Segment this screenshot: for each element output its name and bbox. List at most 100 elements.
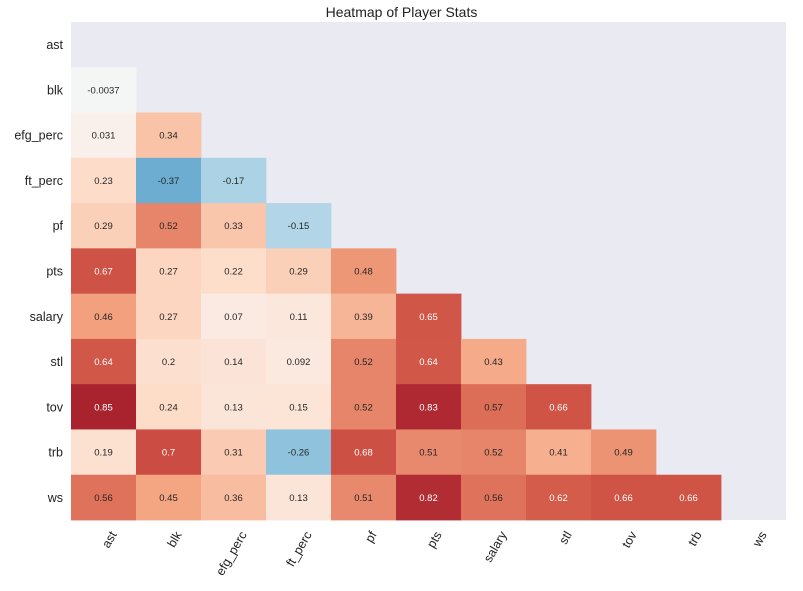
cell-value-pts-blk: 0.27	[159, 267, 178, 278]
cell-value-pf-ft_perc: -0.15	[288, 221, 310, 232]
heatmap-cell-tov-ast	[71, 384, 137, 430]
cell-value-trb-tov: 0.49	[614, 448, 633, 459]
cell-value-ws-stl: 0.62	[549, 493, 568, 504]
x-tick-label-ws: ws	[749, 529, 769, 550]
y-tick-label-efg_perc: efg_perc	[14, 129, 63, 143]
heatmap-cell-stl-blk	[136, 338, 202, 385]
cell-value-blk-ast: -0.0037	[87, 85, 119, 96]
chart-title: Heatmap of Player Stats	[325, 4, 478, 20]
heatmap-cell-trb-ast	[71, 429, 137, 476]
cell-value-ws-efg_perc: 0.36	[224, 493, 243, 504]
heatmap-cell-ws-trb	[656, 474, 722, 521]
heatmap-cell-pf-efg_perc	[201, 203, 267, 249]
heatmap-cell-pf-blk	[136, 203, 202, 249]
cell-value-trb-efg_perc: 0.31	[224, 448, 243, 459]
cell-value-trb-pf: 0.68	[354, 448, 373, 459]
heatmap-cell-tov-efg_perc	[201, 384, 267, 430]
heatmap-cell-ws-blk	[136, 474, 202, 521]
y-tick-label-ast: ast	[46, 38, 63, 52]
x-tick-label-blk: blk	[165, 528, 185, 549]
x-tick-labels: ast blk efg_perc ft_perc pf pts salary stl tov tr…	[99, 528, 769, 578]
heatmap-cell-ws-stl	[526, 474, 592, 521]
cell-value-ws-ast: 0.56	[94, 493, 113, 504]
cell-value-tov-stl: 0.66	[549, 402, 568, 413]
heatmap-cell-tov-salary	[461, 384, 527, 430]
cell-value-tov-efg_perc: 0.13	[224, 402, 243, 413]
cell-value-pf-efg_perc: 0.33	[224, 221, 243, 232]
cell-value-stl-blk: 0.2	[162, 357, 175, 368]
heatmap-cell-pts-ft_perc	[266, 248, 332, 295]
cell-value-tov-salary: 0.57	[484, 402, 503, 413]
heatmap-cell-ws-salary	[461, 474, 527, 521]
heatmap-cell-stl-pts	[396, 338, 462, 385]
x-tick-label-ast: ast	[99, 528, 120, 550]
heatmap-cell-ws-efg_perc	[201, 474, 267, 521]
cell-value-stl-ft_perc: 0.092	[287, 357, 311, 368]
heatmap-cell-trb-salary	[461, 429, 527, 476]
heatmap-cell-ws-ft_perc	[266, 474, 332, 521]
cell-value-trb-ast: 0.19	[94, 448, 113, 459]
heatmap-cell-pts-blk	[136, 248, 202, 295]
x-tick-label-pts: pts	[424, 529, 444, 550]
heatmap-cell-ft_perc-efg_perc	[201, 157, 267, 204]
y-tick-label-ft_perc: ft_perc	[25, 174, 63, 188]
cell-value-stl-salary: 0.43	[484, 357, 503, 368]
heatmap-cell-trb-tov	[591, 429, 657, 476]
cell-value-ws-tov: 0.66	[614, 493, 633, 504]
cell-value-ws-trb: 0.66	[679, 493, 698, 504]
heatmap-cell-efg_perc-blk	[136, 112, 202, 159]
heatmap-cell-blk-ast	[71, 67, 137, 113]
cell-value-salary-efg_perc: 0.07	[224, 312, 243, 323]
cell-value-ws-blk: 0.45	[159, 493, 178, 504]
cell-value-trb-stl: 0.41	[549, 448, 568, 459]
heatmap-cell-ft_perc-ast	[71, 157, 137, 204]
x-tick-label-salary: salary	[481, 528, 510, 565]
heatmap-cell-trb-efg_perc	[201, 429, 267, 476]
cell-value-ws-ft_perc: 0.13	[289, 493, 308, 504]
heatmap-cell-ws-tov	[591, 474, 657, 521]
cell-value-trb-pts: 0.51	[419, 448, 438, 459]
cell-value-pts-efg_perc: 0.22	[224, 267, 243, 278]
heatmap-cell-trb-pts	[396, 429, 462, 476]
cell-value-pf-ast: 0.29	[94, 221, 113, 232]
cell-value-stl-pf: 0.52	[354, 357, 373, 368]
cell-value-stl-ast: 0.64	[94, 357, 113, 368]
y-tick-label-pts: pts	[46, 265, 63, 279]
cell-value-pf-blk: 0.52	[159, 221, 178, 232]
heatmap-cell-pts-pf	[331, 248, 397, 295]
heatmap-cell-trb-ft_perc	[266, 429, 332, 476]
x-tick-label-tov: tov	[619, 528, 640, 550]
heatmap-cell-trb-blk	[136, 429, 202, 476]
heatmap-cell-stl-ft_perc	[266, 338, 332, 385]
cell-value-ft_perc-efg_perc: -0.17	[223, 176, 245, 187]
heatmap-cell-salary-efg_perc	[201, 293, 267, 340]
cell-value-ws-pts: 0.82	[419, 493, 438, 504]
heatmap-cell-tov-pf	[331, 384, 397, 430]
heatmap-cell-tov-pts	[396, 384, 462, 430]
heatmap-cell-salary-blk	[136, 293, 202, 340]
cell-value-pts-pf: 0.48	[354, 267, 373, 278]
cell-value-salary-ast: 0.46	[94, 312, 113, 323]
heatmap-cells: -0.0037 0.031 0.34 0.23 -0.37 -0.17 0.29 0.52 0.…	[71, 67, 722, 521]
heatmap-cell-stl-pf	[331, 338, 397, 385]
cell-value-trb-ft_perc: -0.26	[288, 448, 310, 459]
heatmap-cell-ws-ast	[71, 474, 137, 521]
y-tick-label-ws: ws	[47, 491, 63, 505]
heatmap-cell-tov-stl	[526, 384, 592, 430]
cell-value-tov-pts: 0.83	[419, 402, 438, 413]
heatmap-cell-pts-efg_perc	[201, 248, 267, 295]
cell-value-ws-pf: 0.51	[354, 493, 373, 504]
y-tick-label-trb: trb	[48, 446, 63, 460]
y-tick-label-stl: stl	[51, 355, 64, 369]
x-tick-label-ft_perc: ft_perc	[283, 529, 314, 569]
heatmap-cell-pf-ft_perc	[266, 203, 332, 249]
cell-value-ws-salary: 0.56	[484, 493, 503, 504]
cell-value-tov-blk: 0.24	[159, 402, 178, 413]
y-tick-label-tov: tov	[46, 400, 63, 414]
heatmap-cell-pf-ast	[71, 203, 137, 249]
cell-value-stl-efg_perc: 0.14	[224, 357, 243, 368]
heatmap-cell-salary-ft_perc	[266, 293, 332, 340]
cell-value-ft_perc-blk: -0.37	[158, 176, 180, 187]
